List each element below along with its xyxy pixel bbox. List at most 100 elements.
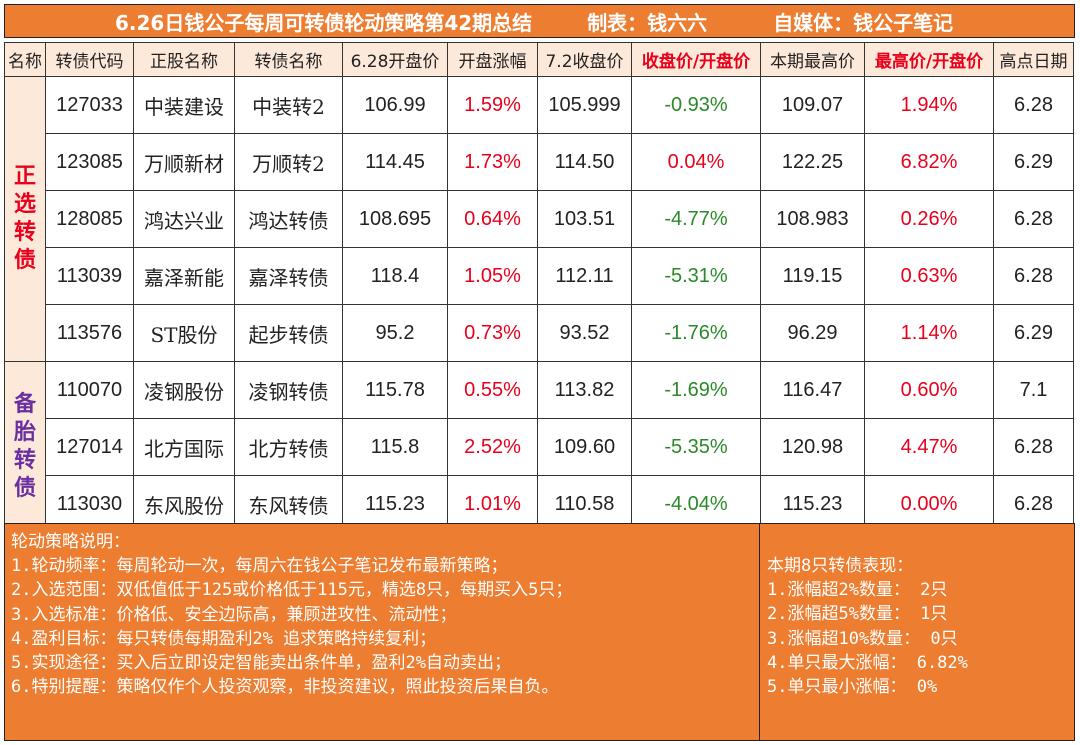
- panel-divider: [759, 524, 760, 740]
- notes-heading: 轮动策略说明：: [11, 532, 130, 552]
- bond-name: 起步转债: [234, 304, 343, 362]
- notes-line: 5.实现途径：买入后立即设定智能卖出条件单，盈利2%自动卖出；: [11, 653, 511, 674]
- bond-code: 113039: [45, 247, 134, 305]
- bond-name: 中装转2: [234, 76, 343, 134]
- high-date: 7.1: [993, 361, 1074, 419]
- bond-code: 128085: [45, 190, 134, 248]
- close-ratio: -0.93%: [631, 76, 761, 134]
- header-high: 本期最高价: [760, 42, 865, 77]
- header-open: 6.28开盘价: [342, 42, 448, 77]
- header-code: 转债代码: [45, 42, 134, 77]
- stock-name: 中装建设: [133, 76, 235, 134]
- stats-line: 3.涨幅超10%数量： 0只: [767, 628, 958, 649]
- high-price: 120.98: [760, 418, 865, 476]
- bond-name: 北方转债: [234, 418, 343, 476]
- high-ratio: 0.60%: [864, 361, 994, 419]
- open-price: 118.4: [342, 247, 448, 305]
- bond-name: 万顺转2: [234, 133, 343, 191]
- high-price: 109.07: [760, 76, 865, 134]
- performance-stats: 本期8只转债表现： 1.涨幅超2%数量： 2只 2.涨幅超5%数量： 1只 3.…: [767, 554, 968, 699]
- open-change: 0.55%: [447, 361, 538, 419]
- group-selected-label: 正选转债: [4, 76, 46, 362]
- high-ratio: 1.14%: [864, 304, 994, 362]
- high-ratio: 0.63%: [864, 247, 994, 305]
- notes-line: 3.入选标准：价格低、安全边际高，兼顾进攻性、流动性；: [11, 604, 457, 625]
- high-date: 6.28: [993, 247, 1074, 305]
- stats-heading: 本期8只转债表现：: [767, 556, 914, 576]
- title-bar: 6.26日钱公子每周可转债轮动策略第42期总结 制表：钱六六 自媒体：钱公子笔记: [4, 4, 1075, 38]
- bond-code: 113576: [45, 304, 134, 362]
- high-date: 6.29: [993, 304, 1074, 362]
- header-open-chg: 开盘涨幅: [447, 42, 538, 77]
- strategy-notes: 轮动策略说明： 1.轮动频率：每周轮动一次，每周六在钱公子笔记发布最新策略； 2…: [11, 530, 572, 699]
- close-price: 112.11: [537, 247, 632, 305]
- stats-line: 5.单只最小涨幅： 0%: [767, 677, 938, 698]
- high-price: 122.25: [760, 133, 865, 191]
- open-change: 0.64%: [447, 190, 538, 248]
- high-price: 96.29: [760, 304, 865, 362]
- table-row: 127014 北方国际 北方转债 115.8 2.52% 109.60 -5.35% 120.…: [5, 418, 1074, 476]
- table-row: 正选转债 127033 中装建设 中装转2 106.99 1.59% 105.999 -0.9…: [4, 76, 1074, 362]
- media-credit: 自媒体：钱公子笔记: [773, 10, 954, 35]
- header-row: 名称 转债代码 正股名称 转债名称 6.28开盘价 开盘涨幅 7.2收盘价 收盘…: [4, 42, 1074, 77]
- open-change: 2.52%: [447, 418, 538, 476]
- table-row: 128085 鸿达兴业 鸿达转债 108.695 0.64% 103.51 -4.77% 10…: [5, 190, 1074, 248]
- open-change: 0.73%: [447, 304, 538, 362]
- notes-line: 4.盈利目标：每只转债每期盈利2% 追求策略持续复利；: [11, 628, 437, 649]
- open-price: 108.695: [342, 190, 448, 248]
- high-ratio: 0.26%: [864, 190, 994, 248]
- stock-name: 嘉泽新能: [133, 247, 235, 305]
- close-price: 105.999: [537, 76, 632, 134]
- bond-code: 110070: [45, 361, 134, 419]
- close-ratio: -1.69%: [631, 361, 761, 419]
- stock-name: 凌钢股份: [133, 361, 235, 419]
- close-price: 114.50: [537, 133, 632, 191]
- close-ratio: -5.35%: [631, 418, 761, 476]
- bond-name: 凌钢转债: [234, 361, 343, 419]
- stock-name: 万顺新材: [133, 133, 235, 191]
- bottom-panel: 轮动策略说明： 1.轮动频率：每周轮动一次，每周六在钱公子笔记发布最新策略； 2…: [4, 523, 1075, 741]
- close-ratio: -5.31%: [631, 247, 761, 305]
- high-date: 6.28: [993, 190, 1074, 248]
- stock-name: 北方国际: [133, 418, 235, 476]
- close-price: 113.82: [537, 361, 632, 419]
- high-ratio: 4.47%: [864, 418, 994, 476]
- open-price: 106.99: [342, 76, 448, 134]
- close-price: 109.60: [537, 418, 632, 476]
- close-price: 93.52: [537, 304, 632, 362]
- close-ratio: -1.76%: [631, 304, 761, 362]
- notes-line: 1.轮动频率：每周轮动一次，每周六在钱公子笔记发布最新策略；: [11, 556, 508, 577]
- bond-code: 127033: [45, 76, 134, 134]
- bond-name: 嘉泽转债: [234, 247, 343, 305]
- close-ratio: -4.77%: [631, 190, 761, 248]
- stats-line: 4.单只最大涨幅： 6.82%: [767, 652, 968, 673]
- notes-line: 6.特别提醒：策略仅作个人投资观察，非投资建议，照此投资后果自负。: [11, 677, 559, 698]
- high-date: 6.28: [993, 418, 1074, 476]
- header-bond: 转债名称: [234, 42, 343, 77]
- open-change: 1.59%: [447, 76, 538, 134]
- table-row: 备胎转债 110070 凌钢股份 凌钢转债 115.78 0.55% 113.82 -1.69…: [4, 361, 1074, 533]
- header-stock: 正股名称: [133, 42, 235, 77]
- table-maker: 制表：钱六六: [587, 10, 708, 35]
- high-date: 6.29: [993, 133, 1074, 191]
- open-price: 115.78: [342, 361, 448, 419]
- report-title: 6.26日钱公子每周可转债轮动策略第42期总结: [115, 10, 533, 35]
- header-high-ratio: 最高价/开盘价: [864, 42, 994, 77]
- table-row: 113576 ST股份 起步转债 95.2 0.73% 93.52 -1.76% 96.29 1…: [5, 304, 1074, 362]
- high-price: 108.983: [760, 190, 865, 248]
- bond-code: 127014: [45, 418, 134, 476]
- stats-line: 1.涨幅超2%数量： 2只: [767, 580, 948, 601]
- high-ratio: 1.94%: [864, 76, 994, 134]
- open-price: 114.45: [342, 133, 448, 191]
- high-price: 119.15: [760, 247, 865, 305]
- table-row: 113039 嘉泽新能 嘉泽转债 118.4 1.05% 112.11 -5.31% 119.…: [5, 247, 1074, 305]
- header-close: 7.2收盘价: [537, 42, 632, 77]
- high-price: 116.47: [760, 361, 865, 419]
- close-ratio: 0.04%: [631, 133, 761, 191]
- group-reserve-label: 备胎转债: [4, 361, 46, 533]
- header-high-date: 高点日期: [993, 42, 1074, 77]
- open-price: 95.2: [342, 304, 448, 362]
- bond-name: 鸿达转债: [234, 190, 343, 248]
- close-price: 103.51: [537, 190, 632, 248]
